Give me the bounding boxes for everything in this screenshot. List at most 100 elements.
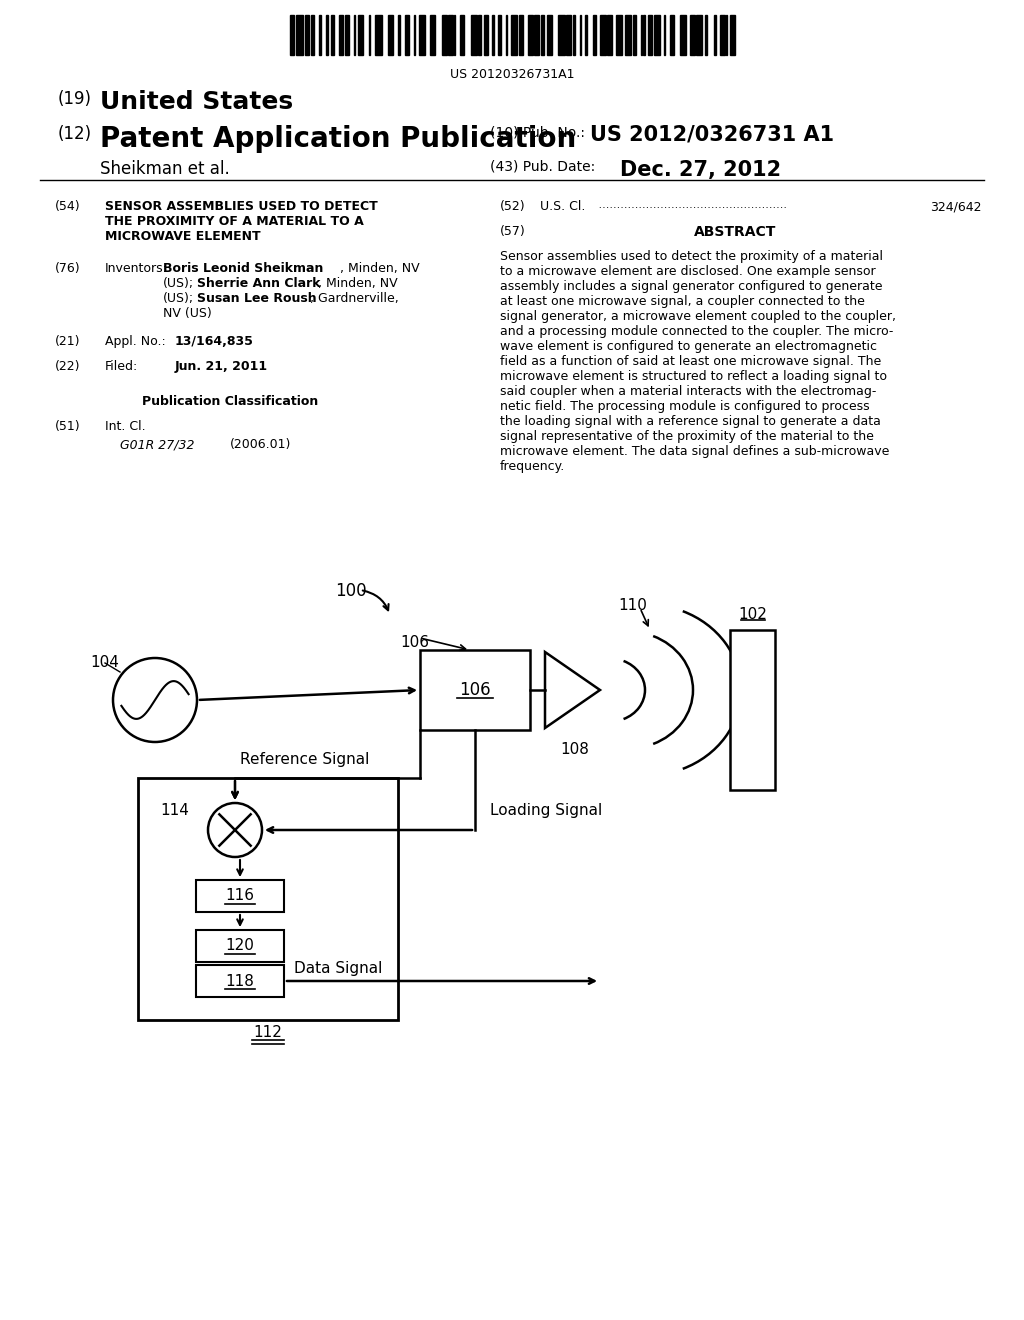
Text: ABSTRACT: ABSTRACT	[694, 224, 776, 239]
Text: 108: 108	[560, 742, 589, 756]
Text: (52): (52)	[500, 201, 525, 213]
Text: NV (US): NV (US)	[163, 308, 212, 319]
Bar	[327, 15, 328, 55]
Bar	[641, 15, 642, 55]
Text: , Minden, NV: , Minden, NV	[340, 261, 420, 275]
Text: Data Signal: Data Signal	[294, 961, 382, 975]
Text: Loading Signal: Loading Signal	[490, 803, 602, 818]
Text: THE PROXIMITY OF A MATERIAL TO A: THE PROXIMITY OF A MATERIAL TO A	[105, 215, 364, 228]
Text: Dec. 27, 2012: Dec. 27, 2012	[620, 160, 781, 180]
Text: (76): (76)	[55, 261, 81, 275]
Text: frequency.: frequency.	[500, 459, 565, 473]
Bar	[696, 15, 702, 55]
Text: (US);: (US);	[163, 292, 195, 305]
Text: netic field. The processing module is configured to process: netic field. The processing module is co…	[500, 400, 869, 413]
Text: 106: 106	[459, 681, 490, 700]
Bar	[519, 15, 523, 55]
Bar	[419, 15, 425, 55]
Text: , Gardnerville,: , Gardnerville,	[310, 292, 398, 305]
Bar	[648, 15, 652, 55]
Bar	[290, 15, 294, 55]
Text: MICROWAVE ELEMENT: MICROWAVE ELEMENT	[105, 230, 261, 243]
Text: (51): (51)	[55, 420, 81, 433]
Text: said coupler when a material interacts with the electromag-: said coupler when a material interacts w…	[500, 385, 877, 399]
Text: ....................................................: ........................................…	[595, 201, 787, 210]
Bar	[461, 15, 464, 55]
Text: Sherrie Ann Clark: Sherrie Ann Clark	[197, 277, 321, 290]
Text: wave element is configured to generate an electromagnetic: wave element is configured to generate a…	[500, 341, 877, 352]
Text: to a microwave element are disclosed. One example sensor: to a microwave element are disclosed. On…	[500, 265, 876, 279]
Text: Susan Lee Roush: Susan Lee Roush	[197, 292, 316, 305]
Text: (22): (22)	[55, 360, 81, 374]
Text: Reference Signal: Reference Signal	[240, 752, 370, 767]
Text: 110: 110	[618, 598, 647, 612]
Text: at least one microwave signal, a coupler connected to the: at least one microwave signal, a coupler…	[500, 294, 865, 308]
Bar	[680, 15, 686, 55]
Text: Sheikman et al.: Sheikman et al.	[100, 160, 229, 178]
Bar	[196, 965, 284, 997]
Text: Jun. 21, 2011: Jun. 21, 2011	[175, 360, 268, 374]
Bar	[441, 15, 446, 55]
Bar	[354, 15, 355, 55]
Text: Int. Cl.: Int. Cl.	[105, 420, 145, 433]
Bar	[653, 15, 659, 55]
Bar	[566, 15, 570, 55]
Text: microwave element. The data signal defines a sub-microwave: microwave element. The data signal defin…	[500, 445, 890, 458]
Bar	[305, 15, 309, 55]
Text: Appl. No.:: Appl. No.:	[105, 335, 166, 348]
Bar	[196, 880, 284, 912]
Bar	[506, 15, 507, 55]
Bar	[196, 931, 284, 962]
Text: Publication Classification: Publication Classification	[142, 395, 318, 408]
Text: and a processing module connected to the coupler. The micro-: and a processing module connected to the…	[500, 325, 893, 338]
Text: US 20120326731A1: US 20120326731A1	[450, 69, 574, 81]
Bar	[726, 15, 727, 55]
Text: G01R 27/32: G01R 27/32	[120, 438, 195, 451]
Bar	[296, 15, 302, 55]
Text: Inventors:: Inventors:	[105, 261, 168, 275]
Text: 100: 100	[335, 582, 367, 601]
Bar	[558, 15, 564, 55]
Bar	[375, 15, 382, 55]
Bar	[547, 15, 552, 55]
Bar	[420, 649, 530, 730]
Text: (21): (21)	[55, 335, 81, 348]
Bar	[311, 15, 313, 55]
Bar	[357, 15, 362, 55]
Text: 102: 102	[738, 607, 767, 622]
Bar	[573, 15, 574, 55]
Bar	[664, 15, 665, 55]
Bar	[430, 15, 435, 55]
Bar	[600, 15, 606, 55]
Text: Filed:: Filed:	[105, 360, 138, 374]
Text: , Minden, NV: , Minden, NV	[318, 277, 397, 290]
Bar	[615, 15, 623, 55]
Bar	[730, 15, 735, 55]
Bar	[511, 15, 517, 55]
Text: microwave element is structured to reflect a loading signal to: microwave element is structured to refle…	[500, 370, 887, 383]
Bar	[730, 630, 775, 789]
Text: 104: 104	[90, 655, 119, 671]
Bar	[541, 15, 545, 55]
Bar	[345, 15, 349, 55]
Text: (12): (12)	[58, 125, 92, 143]
Text: 120: 120	[225, 939, 254, 953]
Text: SENSOR ASSEMBLIES USED TO DETECT: SENSOR ASSEMBLIES USED TO DETECT	[105, 201, 378, 213]
Text: (10) Pub. No.:: (10) Pub. No.:	[490, 125, 585, 139]
Text: 324/642: 324/642	[930, 201, 981, 213]
Bar	[705, 15, 708, 55]
Bar	[318, 15, 322, 55]
Text: (57): (57)	[500, 224, 525, 238]
Bar	[528, 15, 534, 55]
Bar	[498, 15, 501, 55]
Bar	[406, 15, 409, 55]
Bar	[414, 15, 416, 55]
Bar	[332, 15, 334, 55]
Bar	[634, 15, 636, 55]
Bar	[625, 15, 631, 55]
Bar	[138, 777, 398, 1020]
Text: 106: 106	[400, 635, 429, 649]
Text: 118: 118	[225, 974, 254, 989]
Text: U.S. Cl.: U.S. Cl.	[540, 201, 586, 213]
Text: (54): (54)	[55, 201, 81, 213]
